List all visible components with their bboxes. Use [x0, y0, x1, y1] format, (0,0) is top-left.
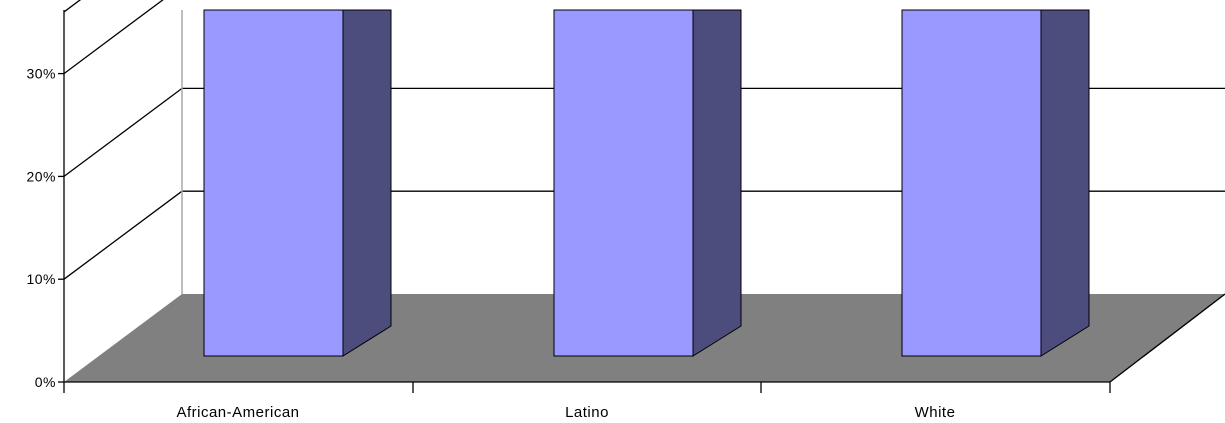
bar-white	[901, 9, 1090, 357]
x-tick-label: White	[915, 404, 956, 421]
gridline-diagonal	[63, 0, 164, 75]
bar-side-face	[342, 9, 392, 357]
y-tick-label: 10%	[26, 271, 56, 287]
labels: 0% 10% 20% 30% African-American Latino White	[26, 66, 956, 421]
gridline-diagonal	[63, 0, 82, 13]
bar	[203, 9, 344, 357]
bar-latino	[553, 9, 742, 357]
y-tick-label: 30%	[26, 66, 56, 82]
y-tick-label: 0%	[35, 374, 56, 390]
axes	[58, 10, 1225, 393]
y-tick-label: 20%	[26, 168, 56, 184]
x-tick-label: Latino	[565, 404, 609, 421]
bar-african-american	[203, 9, 392, 357]
x-tick-label: African-American	[176, 404, 299, 421]
gridline-diagonal	[63, 87, 183, 177]
bar	[901, 9, 1042, 357]
bar-side-face	[692, 9, 742, 357]
bar	[553, 9, 694, 357]
gridline-diagonal	[63, 190, 183, 280]
floor-right-edge	[1109, 293, 1225, 383]
bars	[203, 9, 1090, 357]
bar-side-face	[1040, 9, 1090, 357]
